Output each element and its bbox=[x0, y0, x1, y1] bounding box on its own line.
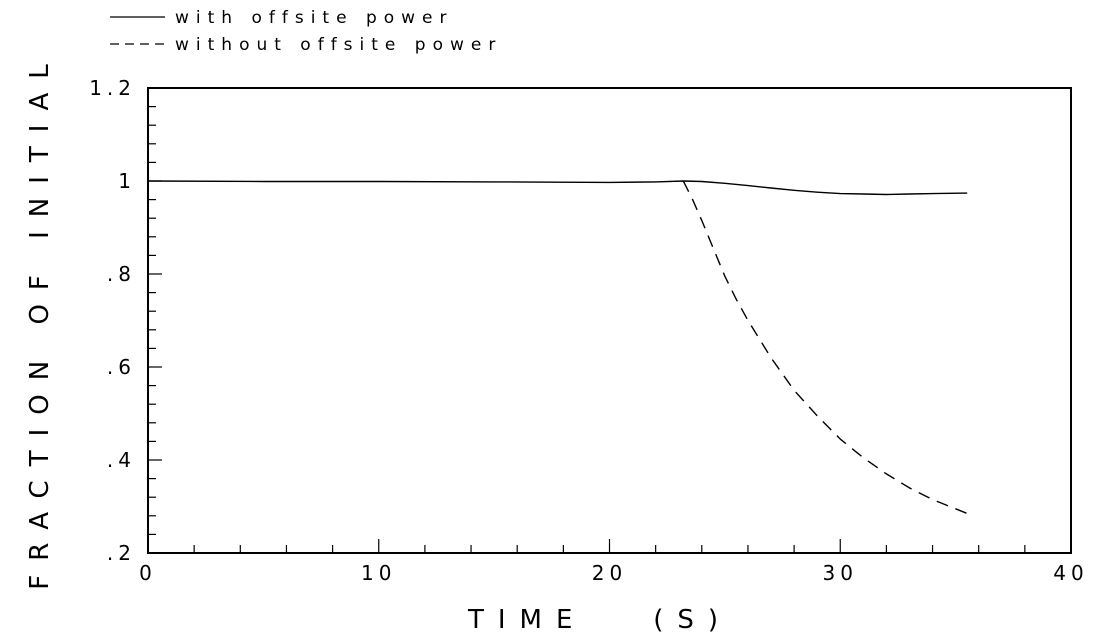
x-tick-label: 40 bbox=[1053, 561, 1088, 585]
y-axis-title: FRACTION OF INITIAL bbox=[25, 50, 55, 589]
y-tick-label: .4 bbox=[107, 448, 136, 472]
y-tick-label: 1.2 bbox=[89, 76, 136, 100]
legend-label-without-offsite-power: without offsite power bbox=[175, 35, 502, 55]
plot-frame bbox=[147, 87, 1072, 554]
series-lines bbox=[147, 180, 968, 515]
legend: with offsite power without offsite power bbox=[110, 8, 502, 55]
axis-ticks bbox=[147, 87, 1072, 554]
y-tick-label: .2 bbox=[107, 541, 136, 565]
series-line-without-offsite-power bbox=[682, 180, 968, 515]
x-axis-title: TIME (S) bbox=[467, 605, 732, 635]
x-tick-label: 0 bbox=[139, 561, 157, 585]
x-tick-label: 30 bbox=[823, 561, 858, 585]
y-tick-label: .8 bbox=[107, 262, 136, 286]
x-tick-label: 10 bbox=[361, 561, 396, 585]
axis-tick-labels: 0 10 20 30 40 .2 .4 .6 .8 1 1.2 bbox=[89, 76, 1088, 585]
y-tick-label: 1 bbox=[118, 169, 136, 193]
y-tick-label: .6 bbox=[107, 355, 136, 379]
x-tick-label: 20 bbox=[592, 561, 627, 585]
legend-label-with-offsite-power: with offsite power bbox=[175, 8, 454, 28]
series-line-with-offsite-power bbox=[147, 180, 968, 196]
